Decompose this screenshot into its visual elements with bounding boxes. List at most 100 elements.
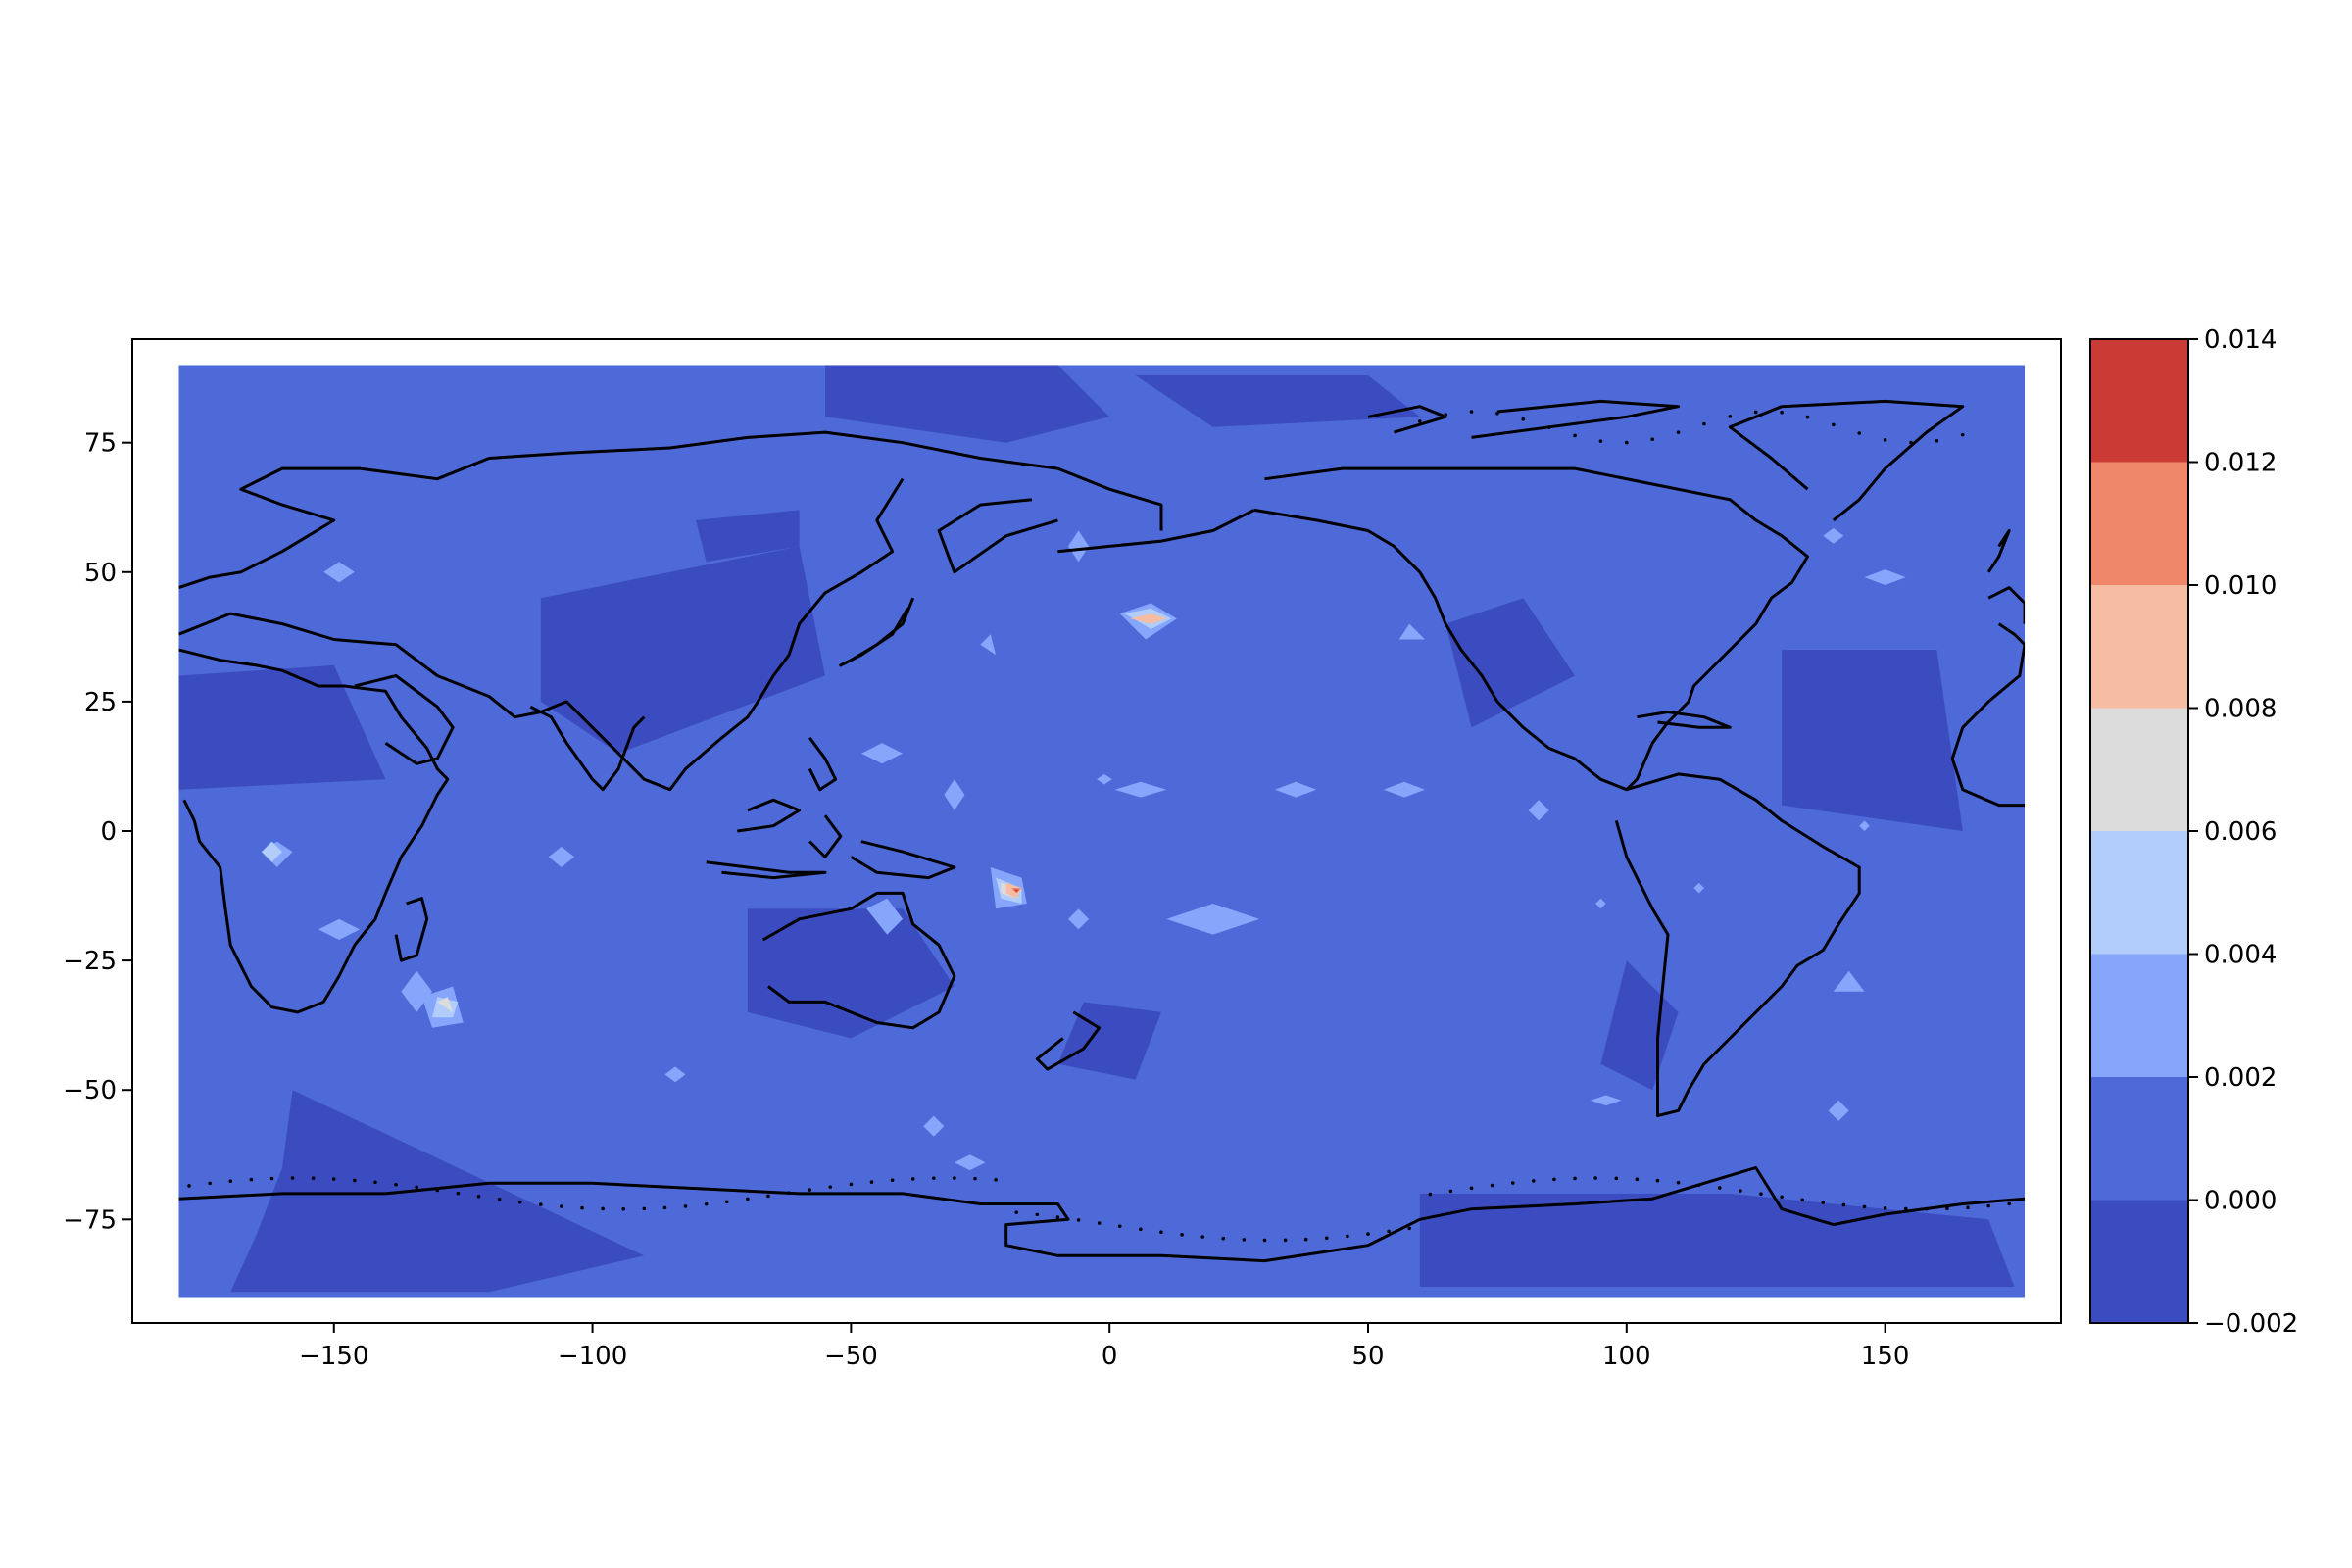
coast-dot — [539, 1202, 543, 1206]
coast-dot — [1448, 1189, 1453, 1194]
colorbar-band — [2090, 1077, 2188, 1200]
coast-dot — [932, 1176, 936, 1180]
coast-dot — [1593, 1176, 1597, 1180]
colorbar-band — [2090, 339, 2188, 463]
colorbar-tick-label: 0.012 — [2204, 449, 2277, 478]
contour-blob — [1693, 882, 1704, 894]
coastline — [1637, 710, 1732, 729]
coast-dot — [1780, 1195, 1784, 1200]
coast-dot — [1832, 422, 1836, 427]
coast-dot — [890, 1178, 895, 1183]
coast-dot — [1800, 1198, 1804, 1202]
coast-dot — [1696, 1183, 1701, 1187]
coast-dot — [517, 1200, 522, 1204]
x-tick-label: −100 — [558, 1342, 627, 1371]
contour-blob — [1067, 530, 1090, 563]
colorbar-tick-label: 0.008 — [2204, 695, 2277, 724]
coast-dot — [456, 1191, 461, 1196]
contour-blob — [1823, 527, 1844, 544]
contour-blob — [1859, 820, 1870, 831]
contour-region — [437, 997, 454, 1012]
contour-blob — [1166, 903, 1260, 935]
coast-dot — [1903, 1206, 1908, 1211]
coast-dot — [973, 1176, 977, 1181]
coast-dot — [187, 1184, 191, 1188]
coast-dot — [1625, 440, 1629, 445]
coast-dot — [435, 1188, 440, 1193]
coast-dot — [1117, 1224, 1122, 1228]
coast-dot — [1960, 432, 1965, 437]
x-tick-label: 100 — [1602, 1342, 1651, 1371]
x-axis-ticks: −150 −100 −50 0 50 100 150 — [299, 1323, 1909, 1371]
coast-dot — [1739, 1189, 1742, 1193]
contour-region — [1013, 889, 1019, 893]
coast-dot — [1055, 1215, 1060, 1219]
y-tick-label: 75 — [84, 429, 117, 459]
contour-region — [1446, 598, 1575, 728]
x-tick-label: 50 — [1351, 1342, 1384, 1371]
coast-dot — [828, 1185, 833, 1189]
contour-blob — [1383, 781, 1426, 798]
coast-dot — [1221, 1236, 1226, 1241]
coast-dot — [290, 1176, 295, 1180]
contour-region — [261, 841, 282, 862]
coast-dot — [1676, 1180, 1681, 1185]
coastline — [761, 891, 956, 1030]
coast-dot — [1753, 410, 1758, 415]
colorbar-tick-label: 0.014 — [2204, 325, 2277, 355]
contour-blob — [1595, 898, 1606, 909]
coast-dot — [1805, 415, 1810, 419]
coast-dot — [394, 1182, 398, 1187]
coast-dot — [1986, 1203, 1990, 1208]
contour-blob — [323, 562, 355, 583]
coastline — [1987, 586, 2026, 624]
coast-dot — [1510, 1181, 1515, 1185]
coastline — [850, 840, 956, 880]
coast-dot — [1573, 433, 1577, 438]
colorbar-tick-label: 0.010 — [2204, 571, 2277, 601]
coast-dot — [208, 1181, 212, 1186]
coast-dot — [1821, 1200, 1826, 1204]
coast-dot — [1346, 1234, 1349, 1239]
field-base — [178, 365, 2026, 1298]
contour-blob — [401, 970, 433, 1012]
coast-dot — [1139, 1227, 1143, 1232]
coast-dot — [1598, 439, 1603, 443]
coastline — [178, 430, 1163, 590]
coast-dot — [1521, 416, 1526, 421]
coast-dot — [1262, 1238, 1267, 1243]
contour-blob — [664, 1066, 686, 1083]
contour-blob — [318, 918, 361, 940]
contour-region — [1782, 650, 1963, 831]
coast-dot — [249, 1177, 254, 1182]
coastline — [1614, 772, 1861, 1118]
coastline — [1986, 529, 2011, 573]
contour-region — [1398, 623, 1425, 640]
x-tick-label: 150 — [1861, 1342, 1910, 1371]
contour-blob — [923, 1115, 945, 1137]
coast-dot — [353, 1178, 357, 1183]
contour-field — [178, 365, 2026, 1298]
coast-dot — [808, 1188, 811, 1192]
coast-dot — [787, 1191, 791, 1196]
y-tick-label: −50 — [63, 1076, 117, 1105]
contour-region — [866, 898, 904, 935]
coast-dot — [1366, 1232, 1370, 1236]
coast-dot — [270, 1176, 274, 1181]
coast-dot — [1035, 1212, 1040, 1217]
coast-dot — [1200, 1235, 1204, 1239]
coast-dot — [1324, 1236, 1329, 1241]
coast-dot — [1759, 1192, 1763, 1196]
coast-dot — [1444, 413, 1447, 416]
coastline — [1367, 405, 1447, 434]
coast-dot — [662, 1205, 667, 1210]
coast-dot — [1857, 431, 1862, 435]
coastline — [178, 1166, 2026, 1263]
coast-dot — [1883, 1205, 1887, 1210]
coast-dot — [1841, 1202, 1846, 1207]
y-tick-label: 25 — [84, 688, 117, 717]
coast-dot — [724, 1200, 729, 1204]
coast-dot — [621, 1206, 626, 1211]
